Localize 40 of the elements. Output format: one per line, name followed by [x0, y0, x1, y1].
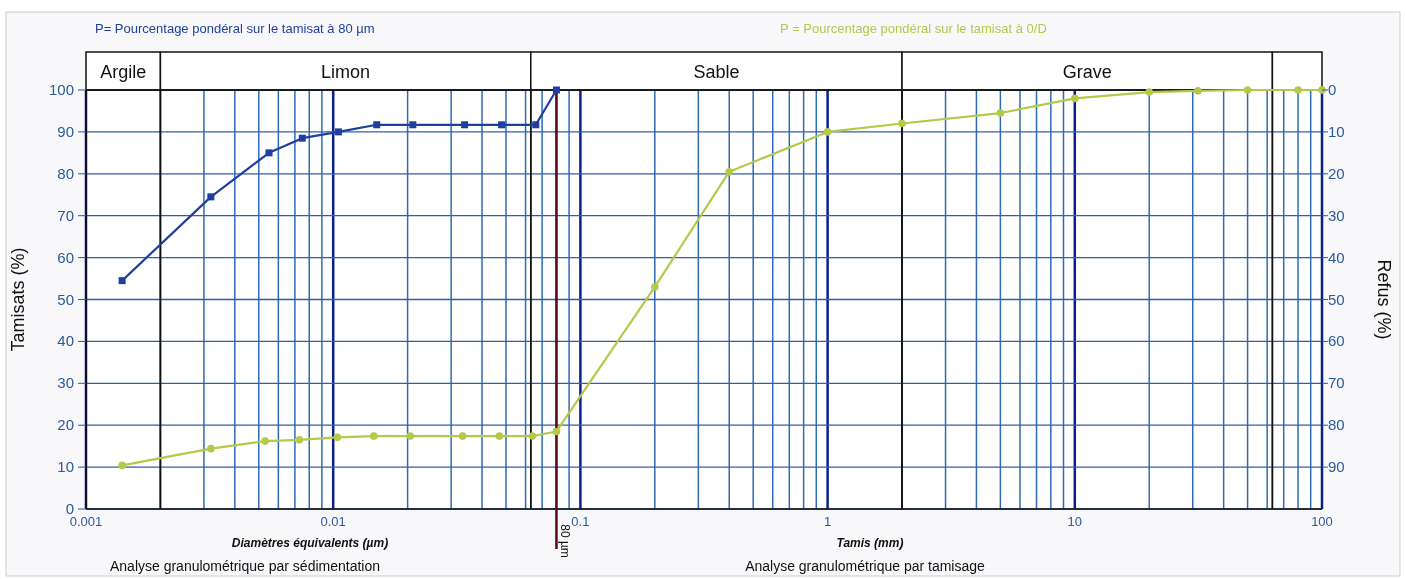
y-tick-label: 90 [57, 122, 74, 140]
x-tick-label: 100 [1311, 514, 1333, 529]
y-tick-label: 30 [57, 374, 74, 392]
y-tick-label: 100 [48, 81, 74, 98]
y2-tick-label: 30 [1328, 206, 1345, 224]
x-tick-label: 0.01 [320, 514, 346, 529]
y-tick-label: 40 [57, 332, 74, 350]
text: P = Pourcentage pondéral sur le tamisat à 0/D [780, 21, 1047, 36]
y2-tick-label: 20 [1328, 164, 1345, 182]
y-tick-label: 20 [57, 416, 74, 434]
x-tick-label: 0.1 [571, 514, 590, 529]
y2-tick-label: 50 [1328, 290, 1345, 308]
y2-tick-label: 10 [1328, 122, 1345, 140]
text: Analyse granulométrique par sédimentation [109, 558, 381, 574]
x-tick-label: 0.001 [69, 514, 103, 529]
y-tick-label: 10 [57, 458, 74, 476]
x-tick-label: 1 [823, 514, 832, 529]
y2-tick-label: 40 [1328, 248, 1345, 266]
y2-tick-label: 70 [1328, 374, 1345, 392]
x-axis-title: Diamètres équivalents (µm) [231, 536, 389, 550]
band-label: Grave [1062, 62, 1112, 82]
ref-line-label: 80 µm [558, 524, 573, 558]
y2-tick-label: 0 [1328, 81, 1337, 98]
text: Tamis (mm) [836, 536, 904, 550]
y-tick-label: 80 [57, 164, 74, 182]
y-tick-label: 0 [65, 500, 74, 517]
y-tick-label: 70 [57, 206, 74, 224]
band-label: Argile [100, 62, 147, 82]
x-tick-label: 10 [1067, 514, 1083, 529]
y2-tick-label: 60 [1328, 332, 1345, 350]
y-axis-title: Tamisats (%) [8, 247, 28, 352]
y2-axis-title: Refus (%) [1374, 259, 1394, 340]
text: P= Pourcentage pondéral sur le tamisat à 80 µm [95, 21, 375, 36]
y2-tick-label: 90 [1328, 458, 1345, 476]
text: Analyse granulométrique par tamisage [745, 558, 986, 574]
band-label: Sable [693, 62, 740, 82]
y2-tick-label: 80 [1328, 416, 1345, 434]
y-tick-label: 60 [57, 248, 74, 266]
y-tick-label: 50 [57, 290, 74, 308]
band-label: Limon [321, 62, 371, 82]
